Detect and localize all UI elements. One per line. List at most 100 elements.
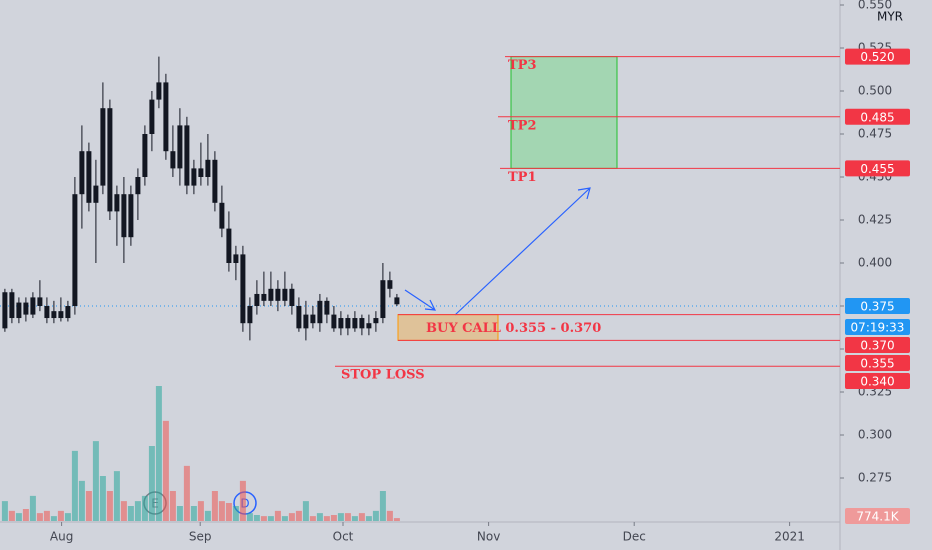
candle-body [359, 318, 365, 329]
level-label: TP1 [508, 170, 537, 185]
candle-body [331, 314, 337, 329]
candle-body [268, 288, 274, 301]
candle-body [219, 202, 225, 229]
level-label: TP2 [508, 118, 537, 133]
volume-bar [344, 513, 351, 521]
arrow [454, 187, 591, 316]
price-badge: 0.455 [845, 160, 910, 177]
volume-bar [239, 480, 246, 521]
x-tick-label: 2021 [774, 530, 805, 544]
volume-bar [330, 515, 337, 521]
volume-bar [358, 513, 365, 521]
volume-bar [120, 501, 127, 521]
volume-bar [162, 420, 169, 521]
tp-zone [510, 56, 618, 169]
y-tick-label: 0.475 [858, 127, 892, 141]
candle-body [345, 318, 351, 329]
candle-body [198, 168, 204, 177]
volume-bar [36, 513, 43, 521]
volume-bar [386, 510, 393, 521]
candle-body [100, 108, 106, 186]
candle-body [16, 302, 22, 319]
volume-bar [302, 501, 309, 521]
y-tick-label: 0.400 [858, 256, 892, 270]
volume-bar [288, 513, 295, 521]
candle-body [394, 297, 400, 305]
candle-body [317, 300, 323, 324]
volume-bar [204, 510, 211, 521]
candle-body [23, 302, 29, 315]
candle-body [254, 293, 260, 306]
x-tick-label: Oct [333, 530, 354, 544]
badge-box [845, 108, 910, 125]
volume-bar [253, 515, 260, 521]
volume-bar [351, 516, 358, 521]
price-badge: 0.485 [845, 108, 910, 125]
badge-box [845, 298, 910, 314]
badge-box [845, 337, 910, 353]
candle-body [93, 185, 99, 203]
arrow [404, 289, 437, 311]
volume-bar [379, 491, 386, 521]
volume-bar [372, 510, 379, 521]
candle-body [191, 168, 197, 186]
volume-bar [50, 516, 57, 521]
badge-box [845, 48, 910, 65]
price-badge: 0.370 [845, 337, 910, 353]
candle-body [366, 323, 372, 329]
volume-bar [148, 446, 155, 521]
candle-body [289, 288, 295, 306]
buy-call-label: BUY CALL 0.355 - 0.370 [426, 321, 601, 336]
volume-bar [211, 491, 218, 521]
candle-body [282, 288, 288, 301]
candle-body [79, 151, 85, 195]
candle-body [275, 288, 281, 301]
volume-bar [29, 495, 36, 521]
candle-body [212, 159, 218, 203]
volume-bar [78, 480, 85, 521]
volume-bar [365, 516, 372, 521]
candle-body [72, 194, 78, 306]
candle-body [240, 254, 246, 324]
candle-body [303, 314, 309, 329]
volume-bar [99, 476, 106, 521]
volume-bar [113, 471, 120, 521]
volume-bar [232, 506, 239, 521]
candle-body [128, 194, 134, 238]
candle-body [107, 108, 113, 212]
volume-bar [141, 495, 148, 521]
badge-label: 0.455 [860, 162, 894, 176]
y-tick-label: 0.425 [858, 213, 892, 227]
volume-bar [274, 510, 281, 521]
candle-body [121, 194, 127, 238]
candle-body [324, 300, 330, 315]
badge-label: 0.370 [860, 339, 894, 353]
volume-bar [260, 516, 267, 521]
volume-bar [85, 491, 92, 521]
candle-body [177, 125, 183, 169]
candle-body [44, 306, 50, 319]
x-tick-label: Dec [623, 530, 646, 544]
badge-box [845, 373, 910, 389]
candle-body [149, 99, 155, 134]
badge-label: 07:19:33 [851, 321, 905, 335]
volume-bar [92, 441, 99, 521]
badge-label: 0.375 [860, 300, 894, 314]
buy-zone [397, 314, 499, 341]
volume-bar [225, 503, 232, 521]
volume-bar [169, 491, 176, 521]
candle-body [247, 306, 253, 324]
volume-bar [106, 491, 113, 521]
candle-body [163, 82, 169, 152]
price-badge: 07:19:33 [845, 319, 910, 335]
currency: MYR [877, 10, 903, 24]
candle-body [2, 292, 8, 329]
volume-bar [267, 516, 274, 521]
candle-body [296, 306, 302, 329]
y-tick-label: 0.550 [858, 0, 892, 12]
candle-body [142, 134, 148, 177]
volume-bar [43, 510, 50, 521]
volume-bar [134, 501, 141, 521]
